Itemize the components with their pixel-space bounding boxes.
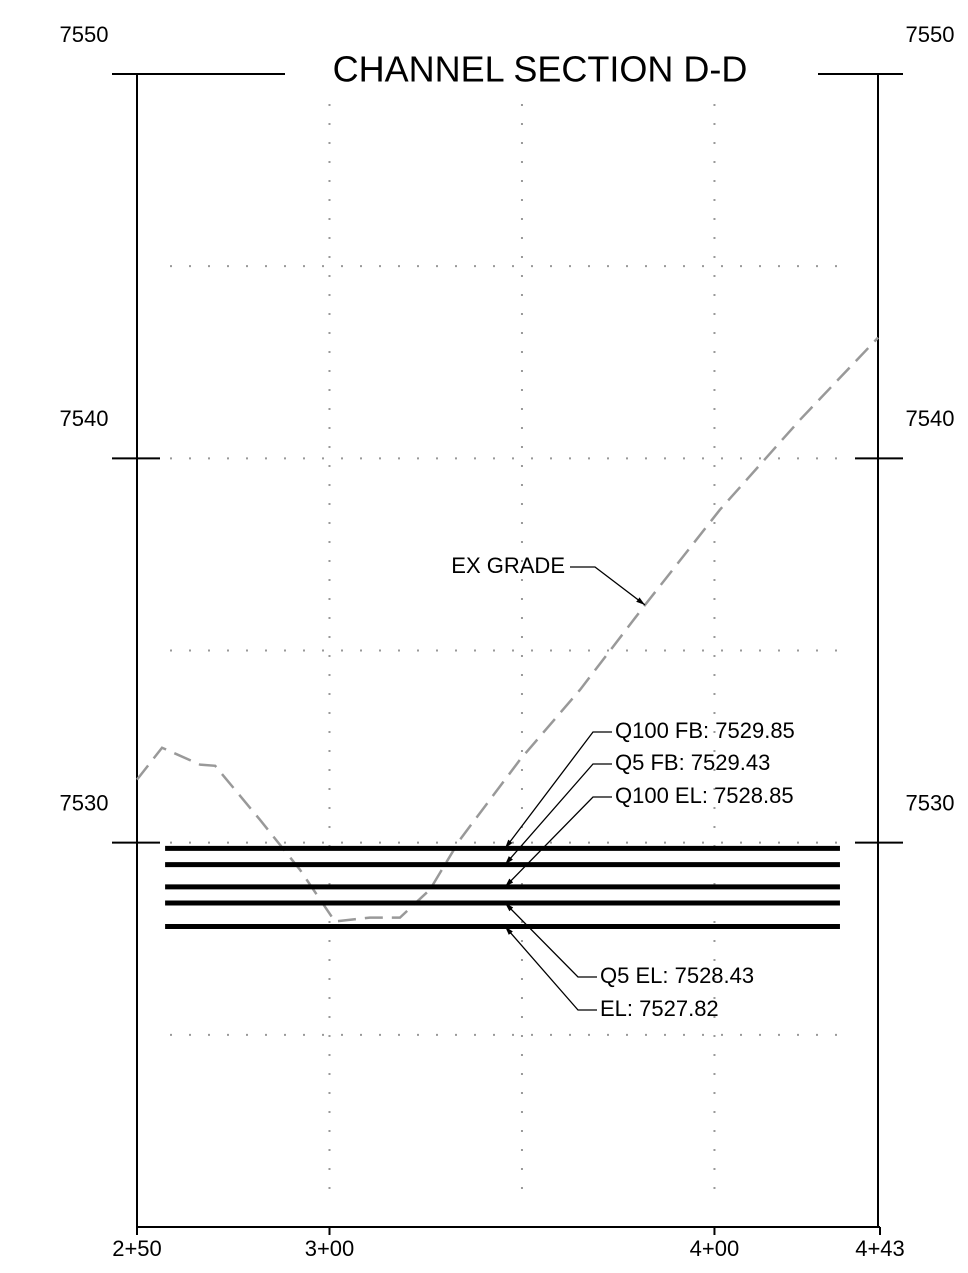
annotation: EX GRADE [451, 553, 565, 578]
leader [504, 902, 597, 978]
ex-grade-line [136, 336, 879, 923]
level-label: Q100 FB: 7529.85 [615, 718, 795, 743]
level-label: Q5 EL: 7528.43 [600, 963, 754, 988]
y-tick-label: 7530 [906, 790, 955, 815]
level-label: Q100 EL: 7528.85 [615, 783, 794, 808]
x-tick-label: 3+00 [305, 1236, 355, 1261]
chart-title: CHANNEL SECTION D-D [333, 49, 748, 90]
y-tick-label: 7550 [906, 22, 955, 47]
leader [504, 926, 597, 1011]
level-label: EL: 7527.82 [600, 996, 719, 1021]
y-tick-label: 7530 [60, 790, 109, 815]
level-label: Q5 FB: 7529.43 [615, 750, 770, 775]
y-tick-label: 7540 [906, 406, 955, 431]
x-tick-label: 4+00 [690, 1236, 740, 1261]
y-tick-label: 7540 [60, 406, 109, 431]
x-tick-label: 2+50 [112, 1236, 162, 1261]
leader [570, 566, 646, 606]
leader [504, 731, 612, 849]
leader [504, 796, 612, 888]
x-tick-label: 4+43 [855, 1236, 905, 1261]
y-tick-label: 7550 [60, 22, 109, 47]
leader [504, 763, 612, 866]
